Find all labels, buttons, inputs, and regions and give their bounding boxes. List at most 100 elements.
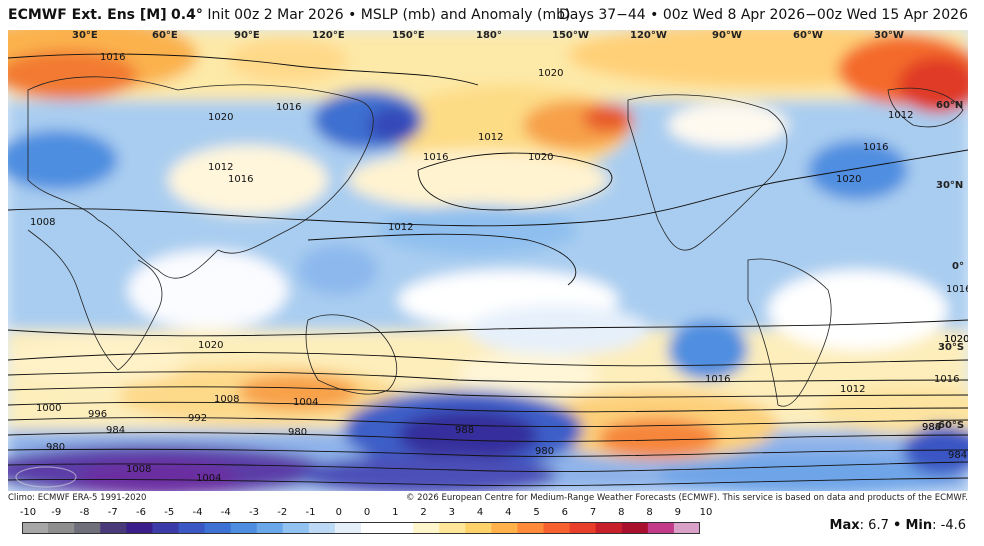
contour-label: 1008 <box>214 394 239 405</box>
min-label: Min <box>905 518 933 533</box>
colorbar-tick-label: -10 <box>19 507 37 518</box>
climo-note: Climo: ECMWF ERA-5 1991-2020 <box>8 493 147 503</box>
init-time: Init 00z 2 Mar 2026 <box>207 7 344 23</box>
contour-label: 1012 <box>888 110 913 121</box>
contour-label: 1020 <box>944 334 968 345</box>
lat-label: 0° <box>952 261 964 272</box>
contour-label: 1016 <box>423 152 448 163</box>
contour-label: 1020 <box>944 334 968 345</box>
contour-label: 1012 <box>208 162 233 173</box>
model-resolution: 0.4° <box>171 7 203 23</box>
colorbar-tick-label: 4 <box>476 507 484 518</box>
max-min-stats: Max: 6.7 • Min: -4.6 <box>829 518 966 533</box>
colorbar-swatch <box>230 522 258 534</box>
colorbar-tick-label: 2 <box>420 507 427 518</box>
colorbar-border <box>22 522 700 534</box>
contour-label: 1016 <box>934 374 959 385</box>
contour-label: 1000 <box>36 403 61 414</box>
lat-label: 60°S <box>938 420 965 431</box>
colorbar-swatch <box>334 522 362 534</box>
contour-label: 984 <box>922 422 941 433</box>
contour-label: 1020 <box>836 174 861 185</box>
colorbar-tick-label: 0 <box>363 507 371 518</box>
colorbar-tick-label: 0 <box>335 507 342 518</box>
lon-label: 150°E <box>392 30 425 41</box>
colorbar-tick-label: 3 <box>448 507 455 518</box>
colorbar-swatch <box>256 522 284 534</box>
lon-label: 90°E <box>234 30 260 41</box>
contour-label: 1016 <box>705 374 730 385</box>
contour-label: 988 <box>922 422 941 433</box>
colorbar-tick-label: 1 <box>392 507 399 518</box>
colorbar-tick-label: -8 <box>79 507 90 518</box>
colorbar-swatch <box>647 522 675 534</box>
contour-label: 1008 <box>30 217 55 228</box>
contour-label: 980 <box>288 427 307 438</box>
colorbar-tick-label: -1 <box>305 507 316 518</box>
lat-label: 60°N <box>936 100 964 111</box>
map-title: ECMWF Ext. Ens [M] 0.4° Init 00z 2 Mar 2… <box>8 7 570 23</box>
colorbar-swatch <box>673 522 700 534</box>
contour-label: 1020 <box>528 152 553 163</box>
lon-label: 150°W <box>552 30 589 41</box>
colorbar-tick-label: -6 <box>136 507 146 518</box>
colorbar-swatch <box>387 522 414 534</box>
model-name: ECMWF Ext. Ens [M] <box>8 7 167 23</box>
colorbar-tick-label: -3 <box>249 507 259 518</box>
colorbar-swatch <box>517 522 545 534</box>
colorbar-tick-label: 6 <box>561 507 568 518</box>
colorbar-swatch <box>282 522 310 534</box>
max-label: Max <box>829 518 860 533</box>
contour-label: 984 <box>106 425 125 436</box>
contour-label: 1016 <box>228 174 253 185</box>
isobars <box>8 53 968 487</box>
contour-label: 1012 <box>840 384 865 395</box>
colorbar-tick-label: 8 <box>618 507 625 518</box>
valid-period: Days 37−44 • 00z Wed 8 Apr 2026−00z Wed … <box>558 7 968 23</box>
contour-label: 1012 <box>388 222 413 233</box>
colorbar-tick-label: -5 <box>164 507 175 518</box>
colorbar-swatch <box>569 522 597 534</box>
colorbar-tick-label: -7 <box>107 507 118 518</box>
colorbar-tick-label: 5 <box>533 507 540 518</box>
colorbar-tick-label: -4 <box>220 507 231 518</box>
colorbar-tick-label: -4 <box>192 507 203 518</box>
contour-label: 1012 <box>478 132 503 143</box>
contour-label: 1020 <box>538 68 563 79</box>
lon-label: 180° <box>476 30 502 41</box>
contour-label: 1004 <box>196 473 221 484</box>
colorbar-swatch <box>621 522 649 534</box>
weatherbell-logo <box>15 466 77 488</box>
contour-label: 980 <box>46 442 65 453</box>
colorbar-swatch <box>595 522 623 534</box>
contour-label: 1016 <box>863 142 888 153</box>
lon-label: 60°W <box>793 30 823 41</box>
colorbar-tick-label: -9 <box>51 507 62 518</box>
colorbar-swatch <box>74 522 101 534</box>
contour-label: 996 <box>88 409 107 420</box>
colorbar <box>22 522 700 534</box>
contour-label: 1020 <box>198 340 223 351</box>
colorbar-swatch <box>465 522 492 534</box>
map-canvas: 1016 1020 1016 1020 1012 1016 1020 1012 … <box>8 30 968 491</box>
contour-label: 984 <box>948 450 967 461</box>
anomaly-map[interactable]: 1016 1020 1016 1020 1012 1016 1020 1012 … <box>8 30 968 491</box>
footer: Climo: ECMWF ERA-5 1991-2020 © 2026 Euro… <box>8 492 968 504</box>
colorbar-swatch <box>100 522 127 534</box>
contour-labels: 1016 1020 1016 1020 1012 1016 1020 1012 … <box>30 52 968 484</box>
copyright-note: © 2026 European Centre for Medium-Range … <box>405 493 968 503</box>
contour-label: 1008 <box>126 464 151 475</box>
colorbar-swatch <box>361 522 388 534</box>
contour-label: 980 <box>535 446 554 457</box>
lat-label: 30°S <box>938 342 965 353</box>
coastlines <box>27 76 964 407</box>
stats-separator: • <box>893 518 902 533</box>
colorbar-swatch <box>308 522 336 534</box>
colorbar-tick-label: 7 <box>589 507 597 518</box>
colorbar-swatch <box>491 522 518 534</box>
lat-label: 30°N <box>936 180 964 191</box>
colorbar-swatch <box>543 522 571 534</box>
colorbar-swatch <box>48 522 75 534</box>
colorbar-swatch <box>413 522 440 534</box>
lon-label: 120°E <box>312 30 345 41</box>
